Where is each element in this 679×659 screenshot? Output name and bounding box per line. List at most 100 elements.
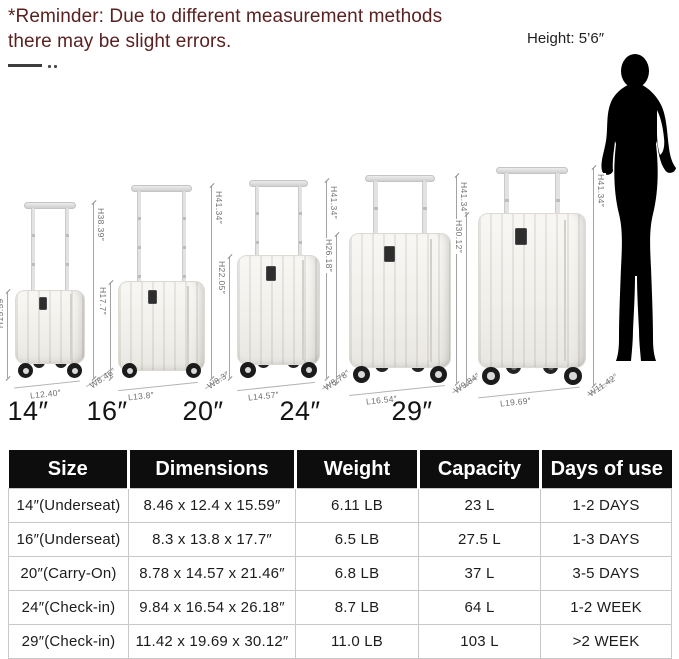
suitcase-body <box>15 290 85 364</box>
lock-patch <box>515 227 528 245</box>
dim-label-case-height: H17.7″ <box>98 286 108 317</box>
table-row: 20″(Carry-On) 8.78 x 14.57 x 21.46″ 6.8 … <box>8 556 672 591</box>
cell-dimensions: 8.78 x 14.57 x 21.46″ <box>128 556 296 591</box>
wheel <box>18 363 33 378</box>
suitcase-body <box>478 213 586 368</box>
cell-weight: 11.0 LB <box>295 624 419 659</box>
dim-line-length <box>118 381 198 392</box>
model-height-label: Height: 5’6″ <box>527 30 605 47</box>
dim-line-case-height: H17.7″ <box>98 283 111 378</box>
trolley-handle <box>24 202 76 209</box>
trolley-tube <box>555 173 560 217</box>
suitcase-body <box>237 255 320 365</box>
cell-weight: 8.7 LB <box>295 590 419 625</box>
woman-silhouette-icon <box>601 54 676 361</box>
cell-days: 1-3 DAYS <box>540 522 672 557</box>
cell-size: 20″(Carry-On) <box>8 556 129 591</box>
size-label-16: 16″ <box>86 396 128 426</box>
cell-dimensions: 9.84 x 16.54 x 26.18″ <box>128 590 296 625</box>
cell-weight: 6.8 LB <box>295 556 419 591</box>
wheel <box>430 366 447 383</box>
trolley-tube <box>182 191 186 285</box>
cell-dimensions: 8.46 x 12.4 x 15.59″ <box>128 488 296 523</box>
divider-dot <box>48 65 51 68</box>
dim-line-extended-height: H38.39″ <box>93 203 106 378</box>
zipper-line <box>302 260 305 360</box>
dim-label-case-height: H26.18″ <box>324 238 334 274</box>
table-row: 24″(Check-in) 9.84 x 16.54 x 26.18″ 8.7 … <box>8 590 672 625</box>
wheel <box>564 367 582 385</box>
trolley-handle <box>131 185 192 192</box>
dim-label-extended-height: H41.34″ <box>214 190 224 226</box>
dim-line-extended-height: H41.34″ <box>593 168 606 385</box>
trolley-tube <box>504 173 509 217</box>
wheel <box>122 363 137 378</box>
dim-label-case-height: H22.05″ <box>217 260 227 296</box>
dim-label-length: L19.69″ <box>499 395 532 409</box>
trolley-tube <box>65 208 69 294</box>
zipper-line <box>563 220 566 361</box>
size-label-14: 14″ <box>7 396 49 426</box>
zipper-line <box>430 239 432 362</box>
lock-patch <box>39 297 48 311</box>
trolley-tube <box>137 191 141 285</box>
wheel <box>186 363 201 378</box>
dim-line-length <box>349 384 445 397</box>
reminder-note: *Reminder: Due to different measurement … <box>8 4 468 54</box>
wheel <box>482 367 500 385</box>
cell-weight: 6.11 LB <box>295 488 419 523</box>
dim-label-case-height: H15.59″ <box>0 294 5 330</box>
size-label-20: 20″ <box>182 396 224 426</box>
trolley-handle <box>496 167 568 174</box>
table-row: 29″(Check-in) 11.42 x 19.69 x 30.12″ 11.… <box>8 624 672 659</box>
dim-line-extended-height: H41.34″ <box>326 181 339 378</box>
divider-dash <box>8 64 42 67</box>
dim-line-extended-height: H41.34″ <box>211 186 224 378</box>
cell-capacity: 103 L <box>418 624 541 659</box>
size-label-24: 24″ <box>279 396 321 426</box>
cell-days: 1-2 DAYS <box>540 488 672 523</box>
dim-line-extended-height: H41.34″ <box>456 176 469 383</box>
cell-size: 24″(Check-in) <box>8 590 129 625</box>
trolley-tube <box>422 181 427 237</box>
col-header-dimensions: Dimensions <box>127 450 296 489</box>
divider-dot <box>54 65 57 68</box>
dim-line-length <box>14 380 80 389</box>
zipper-line <box>186 285 189 367</box>
wheel <box>67 363 82 378</box>
suitcase-body <box>349 233 451 368</box>
reminder-line1: *Reminder: Due to different measurement … <box>8 6 443 27</box>
trolley-handle <box>249 180 308 187</box>
table-row: 14″(Underseat) 8.46 x 12.4 x 15.59″ 6.11… <box>8 488 672 523</box>
suitcase-24in <box>349 175 451 383</box>
size-label-29: 29″ <box>391 396 433 426</box>
dim-line-case-height: H26.18″ <box>324 235 337 383</box>
dim-label-extended-height: H41.34″ <box>329 185 339 221</box>
dim-label-width: W11.42″ <box>586 371 620 399</box>
dim-line-case-height: H22.05″ <box>217 257 230 378</box>
cell-days: 3-5 DAYS <box>540 556 672 591</box>
wheel <box>353 366 370 383</box>
trolley-handle <box>365 175 435 182</box>
dim-label-extended-height: H38.39″ <box>96 207 106 243</box>
cell-days: >2 WEEK <box>540 624 672 659</box>
dim-label-case-height: H30.12″ <box>454 219 464 255</box>
dim-label-extended-height: H41.34″ <box>596 173 606 209</box>
cell-days: 1-2 WEEK <box>540 590 672 625</box>
dim-line-case-height: H15.59″ <box>0 292 8 378</box>
suitcase-16in <box>118 185 205 378</box>
cell-dimensions: 8.3 x 13.8 x 17.7″ <box>128 522 296 557</box>
suitcase-14in <box>15 202 85 378</box>
trolley-tube <box>31 208 35 294</box>
cell-capacity: 64 L <box>418 590 541 625</box>
lock-patch <box>265 265 276 281</box>
suitcase-29in <box>478 167 586 385</box>
lock-patch <box>147 289 157 304</box>
wheel <box>240 362 256 378</box>
dim-label-extended-height: H41.34″ <box>459 181 469 217</box>
trolley-tube <box>298 186 302 259</box>
col-header-size: Size <box>8 450 129 489</box>
cell-capacity: 23 L <box>418 488 541 523</box>
dim-line-case-height: H30.12″ <box>454 215 467 385</box>
cell-dimensions: 11.42 x 19.69 x 30.12″ <box>128 624 296 659</box>
